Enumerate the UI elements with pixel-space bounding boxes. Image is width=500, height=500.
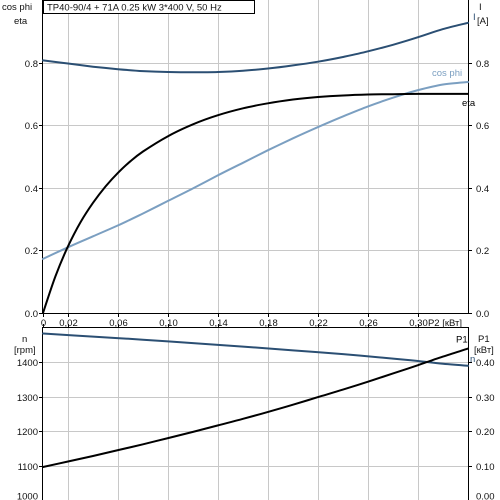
top-left-y-tick-label: 0.6	[25, 121, 38, 132]
top-right-y-tick-label: 0.6	[476, 121, 489, 132]
top-left-axis-label-cosphi: cos phi	[2, 2, 32, 13]
top-right-axis-label-I: I	[479, 2, 482, 13]
top-right-y-tick-label: 0.4	[476, 184, 489, 195]
top-left-y-tick-label: 0.4	[25, 184, 38, 195]
top-left-axis-label-eta: eta	[14, 16, 28, 27]
x-axis-label: P2 [кВт]	[428, 318, 462, 329]
x-tick-label: 0,18	[259, 318, 278, 329]
series-line-cosphi	[42, 81, 469, 260]
x-tick-label: 0	[41, 318, 46, 329]
series-label-cosphi: cos phi	[432, 68, 462, 79]
series-line-p1	[42, 347, 469, 468]
series-label-p1: P1	[456, 335, 468, 346]
x-tick-label: 0,10	[159, 318, 178, 329]
bottom-right-y-tick-label: 0.00	[476, 492, 495, 500]
bottom-right-y-tick-label: 0.30	[476, 393, 495, 404]
top-plot-frame	[42, 0, 469, 314]
x-tick-label: 0,30	[409, 318, 428, 329]
x-tick-label: 0,14	[209, 318, 228, 329]
bottom-right-axis-label-unit: [кВт]	[474, 345, 494, 356]
bottom-left-axis-label-n: n	[22, 334, 27, 345]
bottom-left-y-tick-label: 1300	[17, 393, 38, 404]
series-line-current	[42, 21, 469, 74]
top-left-y-tick-label: 0.8	[25, 59, 38, 70]
bottom-right-y-tick-label: 0.20	[476, 427, 495, 438]
bottom-right-y-tick-label: 0.40	[476, 358, 495, 369]
bottom-left-y-tick-label: 1000	[17, 492, 38, 500]
series-label-current: I	[473, 12, 476, 23]
x-tick-label: 0,22	[309, 318, 328, 329]
bottom-left-y-tick-label: 1200	[17, 427, 38, 438]
title-box	[43, 0, 255, 14]
series-line-eta	[42, 92, 469, 314]
bottom-plot-frame	[42, 327, 469, 500]
bottom-left-axis-label-unit: [rpm]	[14, 345, 36, 356]
x-tick-label: 0,06	[109, 318, 128, 329]
top-left-y-tick-label: 0.2	[25, 246, 38, 257]
bottom-right-y-tick-label: 0.10	[476, 462, 495, 473]
series-label-eta: eta	[462, 98, 476, 109]
x-tick-label: 0,02	[59, 318, 78, 329]
bottom-right-axis-label-P1: P1	[478, 334, 490, 345]
top-right-y-tick-label: 0.2	[476, 246, 489, 257]
top-right-axis-label-unit: [A]	[477, 16, 489, 27]
top-right-y-tick-label: 0.0	[476, 309, 489, 320]
bottom-left-y-tick-label: 1100	[18, 462, 38, 473]
bottom-left-y-tick-label: 1400	[17, 358, 38, 369]
series-line-speed	[42, 332, 469, 367]
chart-title: TP40-90/4 + 71A 0.25 kW 3*400 V, 50 Hz	[47, 3, 222, 14]
top-right-y-tick-label: 0.8	[476, 59, 489, 70]
top-left-y-tick-label: 0.0	[25, 309, 38, 320]
series-label-speed: n	[470, 354, 475, 365]
x-tick-label: 0,26	[359, 318, 378, 329]
